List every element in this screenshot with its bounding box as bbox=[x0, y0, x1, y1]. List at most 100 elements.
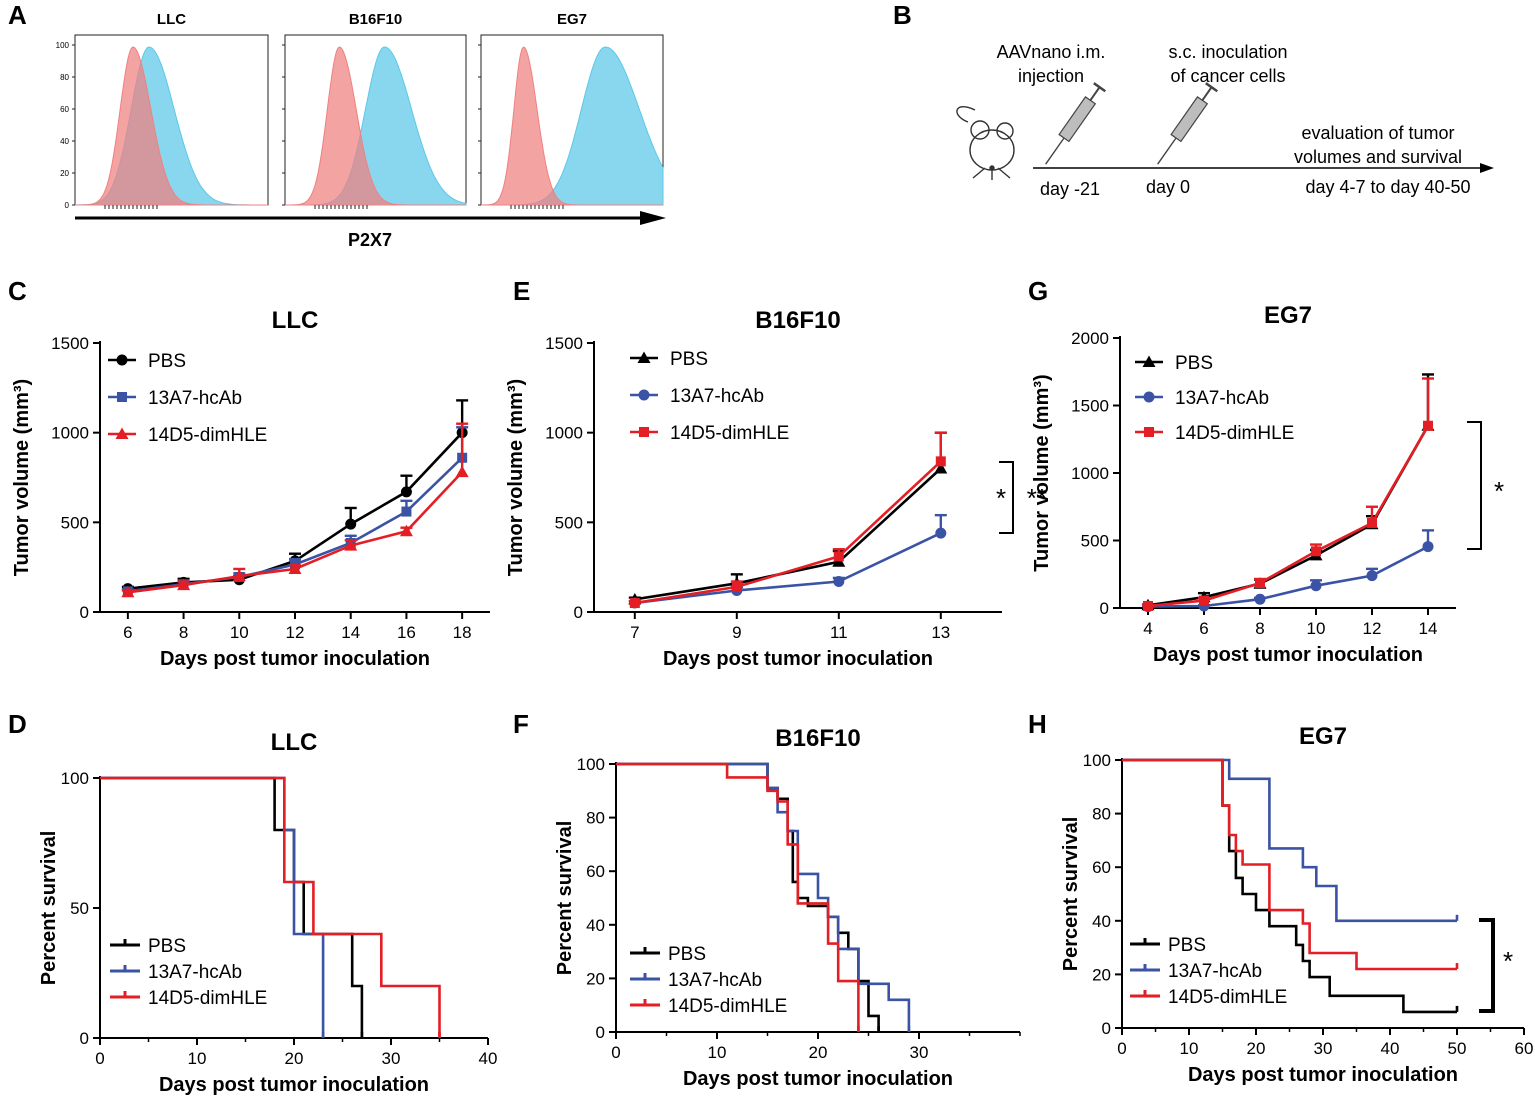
panel-labels: A B C D E F G H bbox=[8, 0, 1048, 739]
x-tick-label: 50 bbox=[1448, 1039, 1467, 1058]
legend-item-pbs: PBS bbox=[630, 349, 708, 370]
significance-bracket: * bbox=[1467, 421, 1504, 550]
x-tick-label: 16 bbox=[397, 623, 416, 642]
marker-triangle bbox=[344, 539, 358, 551]
marker-square bbox=[1199, 595, 1209, 606]
marker-circle bbox=[400, 486, 412, 498]
step2-text-line2: of cancer cells bbox=[1170, 66, 1285, 86]
y-tick-label: 100 bbox=[56, 41, 70, 50]
y-tick-label: 40 bbox=[1092, 912, 1111, 931]
legend-label: 13A7-hcAb bbox=[148, 388, 242, 409]
legend-item-14d5-dimhle: 14D5-dimHLE bbox=[108, 425, 267, 446]
growth-line bbox=[1147, 425, 1430, 608]
x-tick-label: 8 bbox=[1255, 619, 1264, 638]
mouse-body bbox=[969, 129, 1015, 171]
marker-circle bbox=[1366, 570, 1378, 582]
x-tick-label: 20 bbox=[285, 1049, 304, 1068]
chart-title: EG7 bbox=[1299, 723, 1347, 750]
x-axis-label: Days post tumor inoculation bbox=[160, 648, 430, 670]
marker-square bbox=[1367, 517, 1377, 528]
y-tick-label: 20 bbox=[60, 169, 69, 178]
histogram-title: EG7 bbox=[557, 11, 587, 28]
marker-triangle bbox=[288, 562, 302, 574]
mouse-illustration bbox=[956, 105, 1015, 180]
y-tick-label: 500 bbox=[555, 513, 583, 532]
y-axis-label: Percent survival bbox=[1060, 817, 1082, 972]
series-13a7-hcab bbox=[1122, 758, 1459, 923]
x-tick-label: 60 bbox=[1515, 1039, 1534, 1058]
legend-item-13a7-hcab: 13A7-hcAb bbox=[1135, 388, 1269, 409]
day-label-3: day 4-7 to day 40-50 bbox=[1305, 177, 1470, 197]
legend-item-14d5-dimhle: 14D5-dimHLE bbox=[1130, 987, 1287, 1008]
day-label-2: day 0 bbox=[1146, 177, 1190, 197]
legend-label: PBS bbox=[148, 351, 186, 372]
x-tick-label: 30 bbox=[382, 1049, 401, 1068]
x-tick-label: 8 bbox=[179, 623, 188, 642]
marker-square bbox=[935, 456, 946, 467]
day-label-1: day -21 bbox=[1040, 179, 1100, 199]
chart-title: LLC bbox=[271, 729, 318, 756]
x-tick-label: 7 bbox=[630, 623, 639, 642]
y-tick-label: 1500 bbox=[51, 334, 89, 353]
x-tick-label: 9 bbox=[732, 623, 741, 642]
significance-star-left: * bbox=[996, 483, 1006, 513]
marker-triangle bbox=[455, 465, 469, 478]
x-tick-label: 10 bbox=[1307, 619, 1326, 638]
marker-triangle bbox=[399, 524, 413, 537]
series-13a7-hcab bbox=[628, 513, 947, 609]
control-histogram bbox=[285, 46, 466, 206]
marker-triangle bbox=[121, 585, 135, 598]
y-tick-label: 1500 bbox=[545, 334, 583, 353]
marker-square bbox=[401, 506, 412, 517]
mouse-tail bbox=[956, 105, 976, 123]
y-axis-label: Tumor volume (mm³) bbox=[11, 379, 33, 576]
y-tick-label: 0 bbox=[574, 603, 583, 622]
y-tick-label: 100 bbox=[61, 769, 89, 788]
legend-item-14d5-dimhle: 14D5-dimHLE bbox=[630, 423, 789, 444]
marker-circle bbox=[1254, 593, 1266, 605]
p2x7-axis-arrowhead bbox=[640, 211, 666, 225]
marker-triangle bbox=[115, 427, 129, 439]
x-axis-label: Days post tumor inoculation bbox=[1153, 644, 1423, 666]
marker-square bbox=[117, 392, 127, 402]
marker-circle bbox=[638, 389, 650, 401]
legend-item-pbs: PBS bbox=[1135, 353, 1213, 374]
series-pbs bbox=[616, 762, 880, 1032]
marker-square bbox=[731, 581, 742, 592]
panel-label-e: E bbox=[513, 276, 530, 306]
x-tick-label: 20 bbox=[809, 1043, 828, 1062]
significance-stars: ** bbox=[1027, 483, 1047, 513]
chart-title: EG7 bbox=[1264, 302, 1312, 329]
legend-label: 13A7-hcAb bbox=[148, 962, 242, 983]
x-tick-label: 18 bbox=[453, 623, 472, 642]
y-tick-label: 0 bbox=[65, 201, 70, 210]
marker-circle bbox=[1422, 541, 1434, 553]
y-tick-label: 40 bbox=[586, 916, 605, 935]
histogram-title: B16F10 bbox=[349, 11, 402, 28]
panel-label-a: A bbox=[8, 0, 27, 30]
legend-item-pbs: PBS bbox=[1130, 935, 1206, 956]
syringe-barrel bbox=[1170, 96, 1209, 143]
legend-item-13a7-hcab: 13A7-hcAb bbox=[630, 386, 764, 407]
experiment-schematic: AAVnano i.m. injection s.c. inoculation of … bbox=[956, 42, 1494, 199]
legend-item-13a7-hcab: 13A7-hcAb bbox=[630, 970, 762, 991]
survival-curve bbox=[616, 762, 911, 1032]
significance-bracket: * bbox=[1479, 918, 1513, 1013]
marker-square bbox=[833, 551, 844, 562]
flow-cytometry-panel: LLC 100 80 60 40 20 0 B16F10 EG7 P2X7 bbox=[56, 11, 666, 250]
y-tick-label: 60 bbox=[1092, 858, 1111, 877]
marker-square bbox=[639, 427, 649, 437]
y-axis-label: Tumor volume (mm³) bbox=[1031, 374, 1053, 571]
survival-curve bbox=[1122, 758, 1457, 971]
y-tick-label: 1000 bbox=[51, 424, 89, 443]
chart-d: LLC 0 50 100 0 10 20 30 40 Days post tumor inocul… bbox=[38, 729, 497, 1096]
x-axis-label: Days post tumor inoculation bbox=[159, 1074, 429, 1096]
flow-histogram-llc: LLC 100 80 60 40 20 0 bbox=[56, 11, 269, 210]
survival-curve bbox=[616, 762, 880, 1032]
survival-curve bbox=[1122, 758, 1457, 923]
series-13a7-hcab bbox=[616, 762, 911, 1032]
survival-curve bbox=[1122, 758, 1457, 1014]
y-tick-label: 0 bbox=[80, 603, 89, 622]
syringe-handle bbox=[1093, 82, 1107, 93]
